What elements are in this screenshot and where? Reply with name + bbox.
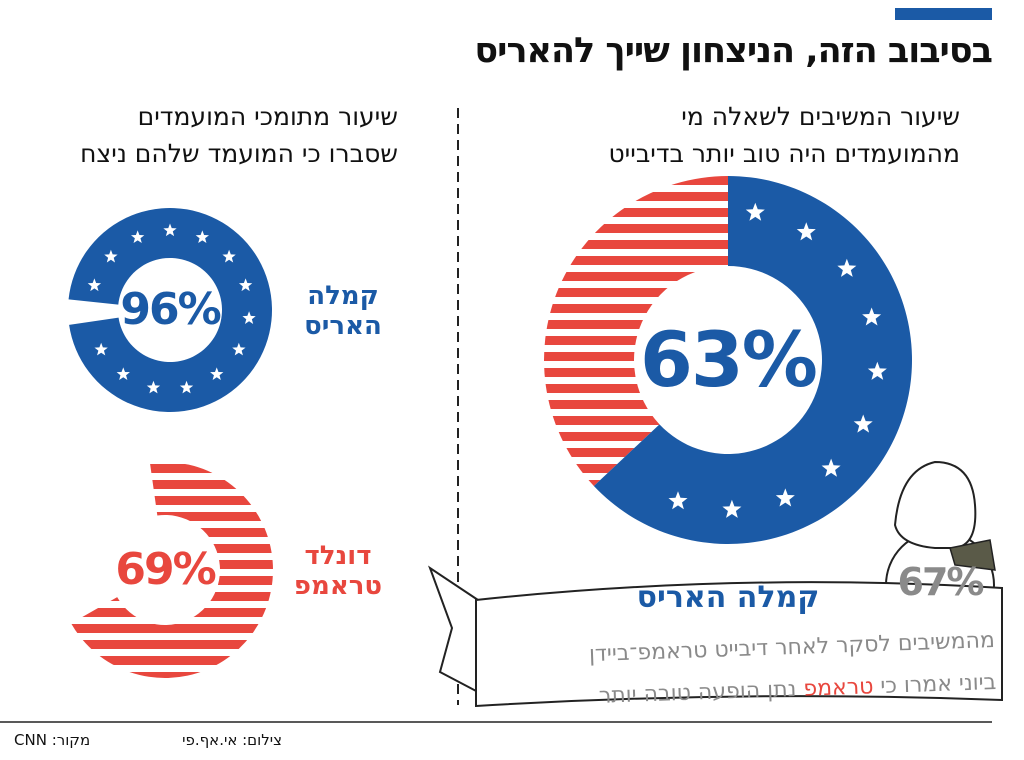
note-text: נתן הופעה טובה יותר bbox=[598, 676, 804, 709]
star bbox=[862, 307, 882, 326]
note-text: מהמשיבים לסקר לאחר דיבייט טראמפ־ביידן bbox=[588, 627, 996, 668]
star bbox=[837, 258, 857, 277]
star bbox=[867, 361, 887, 380]
donut-segment bbox=[593, 176, 912, 544]
rest-segment bbox=[544, 176, 728, 486]
series-name: קמלה האריס bbox=[636, 579, 820, 615]
accent-bar bbox=[895, 8, 992, 20]
star bbox=[668, 491, 688, 510]
panel-title: שיעור מתומכי המועמדים bbox=[137, 102, 398, 131]
note-figure: 67% bbox=[897, 560, 985, 604]
star bbox=[210, 367, 224, 380]
star bbox=[242, 311, 256, 324]
star bbox=[722, 499, 742, 518]
banner bbox=[428, 565, 1003, 708]
star bbox=[163, 223, 177, 237]
note: מהמשיבים לסקר לאחר דיבייט טראמפ־ביידן בי… bbox=[588, 620, 997, 718]
star bbox=[116, 367, 130, 380]
star bbox=[195, 230, 209, 244]
value-label: 96% bbox=[120, 284, 221, 335]
title: בסיבוב הזה, הניצחון שייך להאריס bbox=[474, 31, 993, 71]
source: מקור: CNN bbox=[14, 731, 91, 749]
star bbox=[87, 278, 102, 292]
note-highlight: טראמפ bbox=[802, 674, 874, 702]
donut-segment bbox=[68, 208, 272, 413]
star bbox=[796, 222, 816, 241]
star bbox=[104, 249, 118, 263]
star bbox=[238, 278, 253, 292]
star bbox=[745, 202, 765, 221]
panel-title: מהמועמדים היה טוב יותר בדיבייט bbox=[608, 139, 960, 168]
value-label: 69% bbox=[115, 544, 216, 595]
star bbox=[94, 342, 108, 356]
star bbox=[222, 249, 236, 263]
photo-credit: צילום: אי.אף.פי bbox=[182, 731, 282, 749]
panel-title: שיעור המשיבים לשאלה מי bbox=[681, 102, 960, 131]
star bbox=[179, 380, 194, 394]
star bbox=[131, 230, 145, 244]
donut-segment bbox=[71, 462, 274, 678]
note-text: ביוני אמרו כי bbox=[872, 669, 997, 700]
star bbox=[821, 458, 841, 477]
panel-title: שסברו כי המועמד שלהם ניצח bbox=[80, 139, 398, 168]
series-name: דונלד טראמפ bbox=[293, 541, 383, 601]
star bbox=[232, 342, 246, 356]
value-label: 63% bbox=[640, 315, 818, 404]
star bbox=[775, 488, 795, 507]
star bbox=[146, 380, 161, 394]
star bbox=[853, 414, 873, 433]
series-name: קמלה האריס bbox=[304, 281, 382, 341]
